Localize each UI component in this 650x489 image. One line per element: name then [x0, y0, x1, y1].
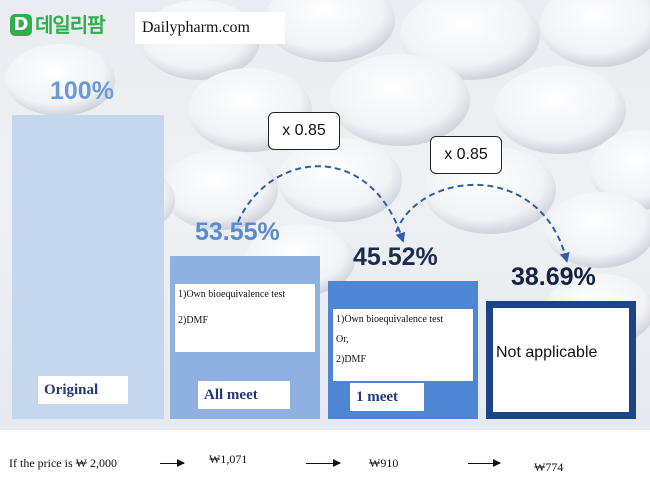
multiplier-callout-1: x 0.85: [268, 112, 340, 150]
reduction-arc-1: [237, 165, 406, 243]
price-value-2: ₩910: [369, 456, 399, 470]
condition-note-3: 1)Own bioequivalence test Or, 2)DMF: [333, 309, 473, 381]
price-value-3: ₩774: [534, 460, 564, 474]
logo-mark: D: [10, 14, 32, 36]
condition-note-4: Not applicable: [493, 316, 629, 408]
price-value-1: ₩1,071: [209, 452, 248, 466]
price-intro: If the price is ₩ 2,000: [9, 456, 117, 470]
price-arrow-3: [468, 459, 501, 467]
category-label-3: 1 meet: [350, 383, 424, 411]
condition-line: 1)Own bioequivalence test: [336, 314, 444, 325]
condition-note-2: 1)Own bioequivalence test 2)DMF: [175, 284, 315, 352]
condition-line: 2)DMF: [336, 354, 367, 365]
price-arrow-1: [160, 459, 185, 467]
condition-line: 1)Own bioequivalence test: [178, 289, 286, 300]
site-url: Dailypharm.com: [135, 12, 285, 44]
multiplier-callout-2: x 0.85: [430, 136, 502, 174]
category-label-1: Original: [38, 376, 128, 404]
price-arrow-2: [306, 459, 341, 467]
logo-text: 데일리팜: [35, 13, 106, 37]
reduction-arc-2: [395, 183, 570, 263]
dailypharm-logo: D 데일리팜: [10, 12, 134, 38]
bar-original: [12, 115, 164, 419]
value-label-3: 45.52%: [353, 243, 438, 271]
condition-line: 2)DMF: [178, 315, 209, 326]
reduction-arcs: [237, 165, 570, 263]
value-label-2: 53.55%: [195, 218, 280, 246]
condition-line: Or,: [336, 334, 349, 345]
chart-area: D 데일리팜 Dailypharm.com x 0.85 x 0.85 100%…: [0, 0, 650, 430]
category-label-2: All meet: [198, 381, 290, 409]
value-label-4: 38.69%: [511, 263, 596, 291]
value-label-1: 100%: [50, 77, 114, 105]
